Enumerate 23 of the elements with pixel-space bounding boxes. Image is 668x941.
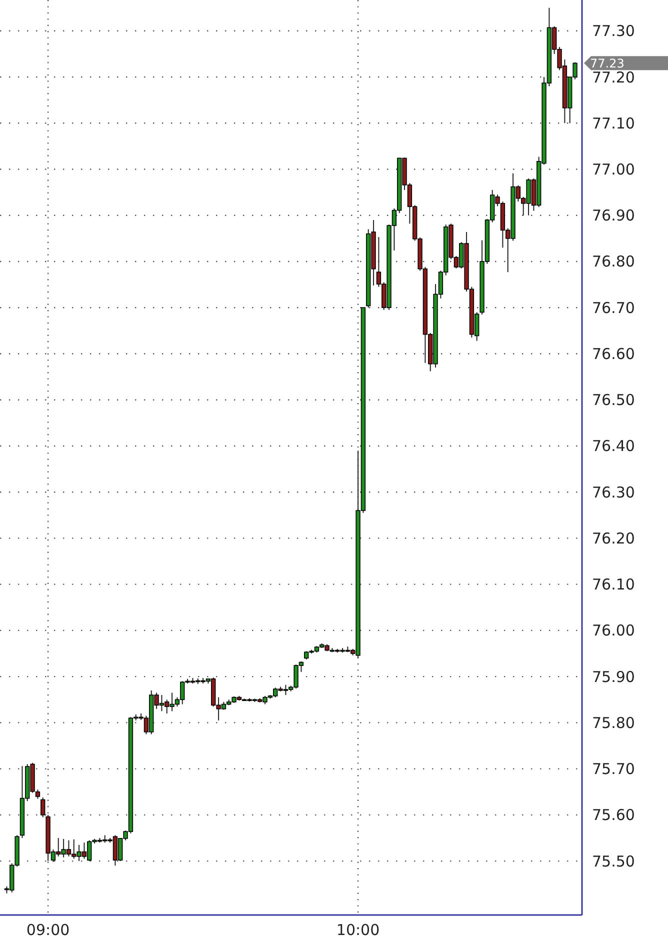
y-tick-label: 76.40 [592, 437, 635, 456]
y-tick-label: 76.30 [592, 483, 635, 502]
y-tick-label: 76.20 [592, 529, 635, 548]
y-tick-label: 75.80 [592, 714, 635, 732]
y-tick-label: 77.20 [592, 68, 635, 86]
y-tick-label: 75.50 [592, 852, 635, 870]
y-tick-label: 77.10 [592, 114, 635, 132]
text: 77.23 [590, 56, 624, 70]
y-tick-label: 75.70 [592, 760, 635, 778]
x-tick-label: 09:00 [26, 921, 70, 939]
y-tick-label: 76.70 [592, 298, 635, 317]
y-tick-label: 77.00 [592, 160, 635, 179]
candlestick [40, 796, 46, 818]
y-tick-label: 76.10 [592, 576, 635, 594]
y-tick-label: 75.90 [592, 668, 635, 686]
y-tick-label: 75.60 [592, 806, 635, 824]
y-tick-label: 76.00 [592, 622, 635, 640]
y-tick-label: 77.30 [592, 22, 635, 40]
y-tick-label: 76.50 [592, 391, 635, 410]
x-tick-label: 10:00 [336, 921, 380, 939]
y-tick-label: 76.60 [592, 344, 635, 363]
y-tick-label: 76.90 [592, 206, 635, 225]
y-tick-label: 76.80 [592, 252, 635, 271]
